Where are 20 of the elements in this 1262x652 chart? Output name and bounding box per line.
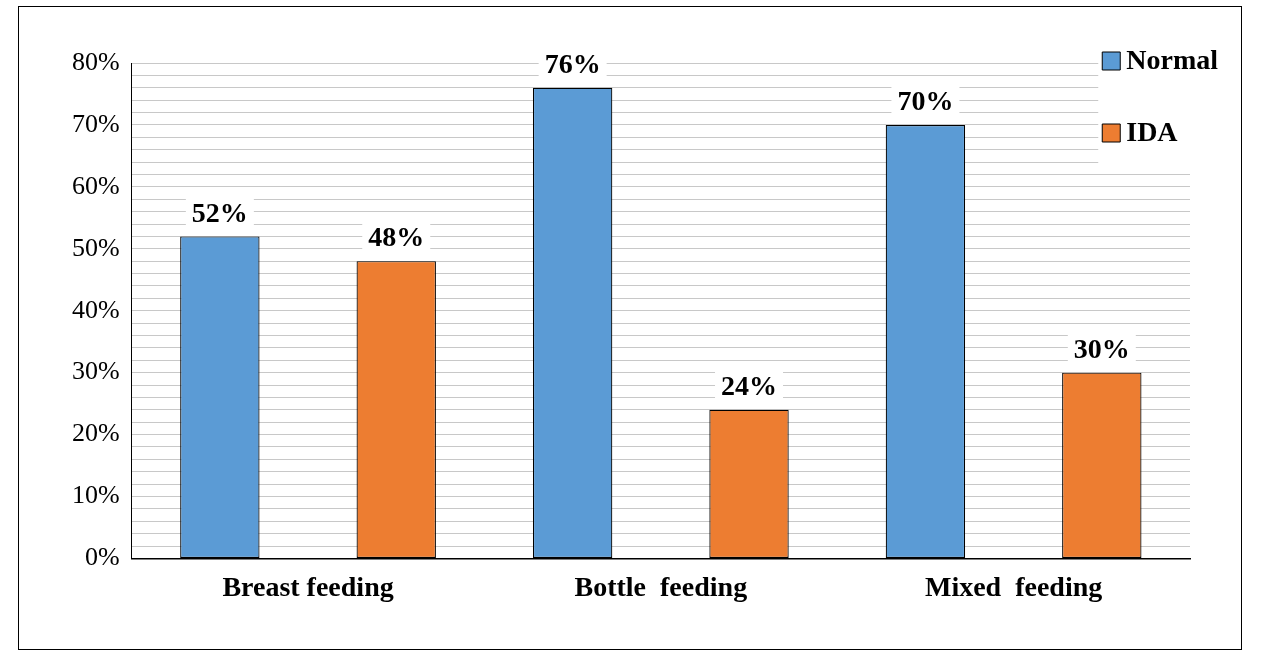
y-tick-label: 10% (71, 480, 120, 510)
data-label: 30% (1073, 332, 1130, 364)
y-tick-label: 50% (71, 232, 120, 262)
data-label: 76% (544, 48, 601, 79)
y-tick-label: 70% (71, 108, 120, 138)
y-tick-label: 40% (71, 294, 120, 324)
y-tick-label: 0% (84, 542, 120, 572)
legend-label: IDA (1126, 116, 1179, 148)
data-label: 24% (721, 370, 778, 402)
data-label: 70% (897, 85, 954, 117)
legend-label: Normal (1126, 44, 1219, 76)
x-tick-label: Mixed feeding (924, 571, 1103, 603)
x-tick-label: Bottle feeding (574, 571, 748, 603)
y-tick-label: 60% (71, 170, 120, 200)
y-tick-label: 30% (71, 356, 120, 386)
data-label: 48% (368, 221, 425, 253)
y-tick-label: 80% (71, 46, 120, 76)
y-tick-label: 20% (71, 418, 120, 448)
x-tick-label: Breast feeding (222, 571, 394, 603)
data-label: 52% (191, 196, 248, 228)
